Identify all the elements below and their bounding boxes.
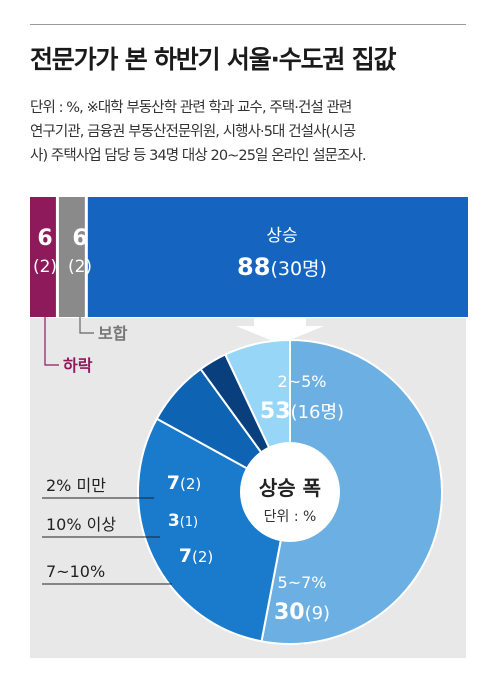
funnel-arrow [236, 318, 324, 344]
pie-chart [137, 338, 443, 645]
label-fall: 하락 [63, 356, 93, 375]
bar-count-rise: (30명) [270, 258, 326, 280]
slice-number-10plus: 3 [168, 511, 180, 531]
bar-value-fall: 6 [37, 226, 52, 251]
slice-number-7-10: 7 [179, 545, 192, 567]
slice-count-7-10: (2) [192, 548, 213, 566]
pie-unit: 단위 : % [264, 509, 317, 525]
note-line: 사) 주택사업 담당 등 34명 대상 20~25일 온라인 설문조사. [30, 148, 367, 164]
top-rule [30, 24, 466, 25]
pie-center [240, 442, 340, 542]
slice-label-5-7: 5~7% [278, 573, 327, 592]
bar-segment-fall [30, 197, 56, 317]
label-hold: 보합 [98, 324, 128, 343]
slice-value-5-7: 30(9) [274, 600, 330, 625]
slice-value-10plus: 3(1) [168, 511, 198, 531]
slice-label-2-5: 2~5% [278, 372, 327, 391]
slice-number-5-7: 30 [274, 600, 305, 625]
bar-value-rise: 88(30명) [237, 253, 327, 281]
slice-count-5-7: (9) [305, 603, 331, 624]
slice-number-2-5: 53 [260, 399, 291, 424]
slice-count-2-5: (16명) [291, 402, 345, 423]
outer-label-under2: 2% 미만 [46, 476, 106, 495]
slice-value-2-5: 53(16명) [260, 399, 344, 424]
outer-label-10plus: 10% 이상 [46, 515, 116, 534]
pie-title: 상승 폭 [259, 476, 321, 500]
leader-line-hold [79, 317, 94, 334]
outer-label-7-10: 7~10% [46, 562, 105, 581]
bar-count-hold: (2) [68, 257, 92, 277]
bar-value-hold: 6 [72, 226, 87, 251]
pie-slice-2-5 [260, 338, 443, 645]
source-note: 단위 : %, ※대학 부동산학 관련 학과 교수, 주택·건설 관련 연구기관… [30, 96, 470, 168]
bar-label-rise: 상승 [266, 226, 297, 246]
slice-count-10plus: (1) [180, 515, 198, 530]
chart-title: 전문가가 본 하반기 서울·수도권 집값 [30, 45, 397, 74]
note-line: 연구기관, 금융권 부동산전문위원, 시행사·5대 건설사(시공 [30, 124, 356, 140]
note-line: 단위 : %, ※대학 부동산학 관련 학과 교수, 주택·건설 관련 [30, 100, 352, 116]
slice-number-under2: 7 [167, 472, 180, 494]
bar-count-fall: (2) [33, 257, 57, 277]
slice-count-under2: (2) [180, 475, 201, 493]
leader-line-fall [44, 317, 59, 366]
bar-segment-hold [58, 197, 85, 317]
bar-value-rise-number: 88 [237, 253, 270, 281]
slice-value-under2: 7(2) [167, 472, 201, 494]
slice-value-7-10: 7(2) [179, 545, 213, 567]
bar-segment-rise [87, 197, 468, 317]
